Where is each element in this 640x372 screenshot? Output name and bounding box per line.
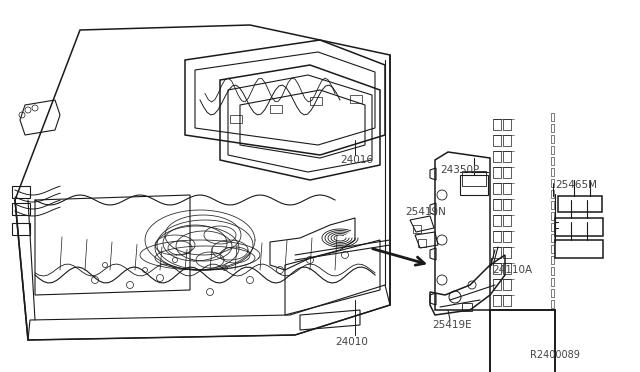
Text: 25419N: 25419N [405,207,446,217]
Bar [12,186,30,198]
Bar [503,119,511,130]
Bar [493,183,501,194]
Bar [503,263,511,274]
Text: 24350P: 24350P [440,165,479,175]
Bar [551,201,554,209]
Bar [270,105,282,113]
Bar [551,256,554,264]
Bar [503,199,511,210]
Bar [503,215,511,226]
Bar [555,240,603,258]
Bar [551,212,554,220]
Bar [493,231,501,242]
Text: 25419E: 25419E [432,320,472,330]
Bar [558,196,602,212]
Bar [503,151,511,162]
Bar [503,295,511,306]
Bar [551,113,554,121]
Bar [493,263,501,274]
Bar [551,289,554,297]
Bar [12,203,30,215]
Bar [230,115,242,123]
Bar [490,310,555,372]
Bar [493,215,501,226]
Bar [555,218,603,236]
Bar [551,157,554,165]
Bar [551,190,554,198]
Bar [551,267,554,275]
Bar [551,146,554,154]
Bar [503,247,511,258]
Bar [12,223,30,235]
Bar [493,119,501,130]
Bar [503,279,511,290]
Bar [551,168,554,176]
Bar [462,171,486,186]
Bar [493,199,501,210]
Bar [551,135,554,143]
Bar [493,167,501,178]
Bar [310,97,322,105]
Text: 25465M: 25465M [555,180,597,190]
Bar [350,95,362,103]
Bar [551,245,554,253]
Bar [460,175,488,195]
Bar [551,234,554,242]
Bar [493,279,501,290]
Bar [551,124,554,132]
Bar [551,223,554,231]
Bar [462,303,472,311]
Bar [493,151,501,162]
Bar [503,167,511,178]
Text: 24110A: 24110A [492,265,532,275]
Bar [503,231,511,242]
Bar [503,183,511,194]
Bar [503,135,511,146]
Bar [493,135,501,146]
Bar [493,247,501,258]
Bar [551,278,554,286]
Text: 24010: 24010 [335,337,368,347]
Bar [551,300,554,308]
Text: 24016: 24016 [340,155,373,165]
Bar [493,295,501,306]
Text: R2400089: R2400089 [530,350,580,360]
Bar [551,179,554,187]
